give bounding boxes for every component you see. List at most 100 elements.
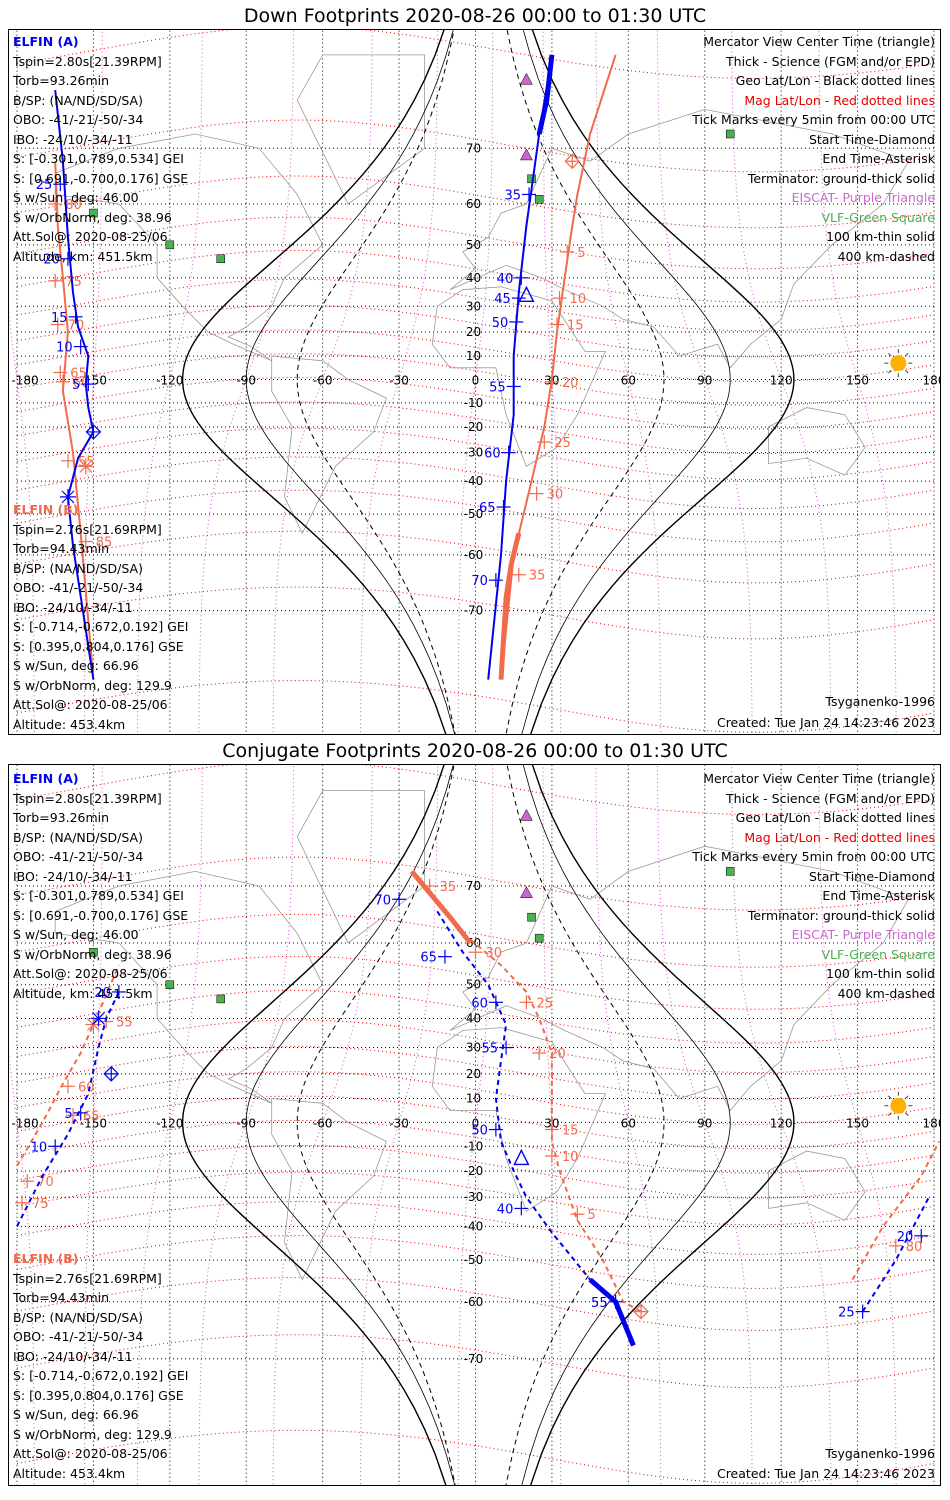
legend-item: End Time-Asterisk [822,151,935,166]
elfin-a-tick-label: 55 [591,1296,608,1311]
elfin-a-tick-label: 60 [471,996,488,1011]
vlf-square [527,912,536,922]
terminator-ground [181,30,795,734]
coastline [271,355,387,535]
sun-ray [905,1095,909,1099]
elfin-b-tick-label: 55 [116,1016,133,1031]
lon-tick-label: -30 [389,373,409,387]
legend-item: VLF-Green Square [821,209,935,225]
info-line: S: [-0.714,-0.672,0.192] GEI [13,1368,189,1383]
elfin-b-science-segment [498,532,522,680]
lat-tick-label: 30 [466,299,481,313]
down-footprint-map: -180-150-120-90-60-300306090120150180706… [9,30,940,734]
vlf-square [534,933,544,943]
lat-tick-label: 20 [466,1067,481,1081]
info-line: Altitude: 453.4km [13,716,126,732]
elfin-a-end-asterisk [59,488,76,505]
legend-item: Tick Marks every 5min from 00:00 UTC [692,849,935,864]
coastline [449,108,910,369]
elfin-a-tick-label: 70 [471,574,488,589]
legend-item: EISCAT- Purple Triangle [791,190,935,205]
terminator-100km [245,765,731,1485]
elfin-a-tick-label: 65 [420,951,437,966]
vlf-square [216,254,226,263]
lon-tick-label: -180 [11,373,38,387]
lat-tick-label: 10 [466,349,481,363]
lon-tick-label: -90 [236,1116,256,1130]
elfin-a-tick-label: 65 [479,501,496,516]
elfin-b-tick-label: 35 [529,569,546,584]
lon-tick-label: -30 [389,1116,409,1130]
sun-ray [888,1095,892,1099]
down-elfin-b-info: ELFIN (B) Tspin=2.76s[21.69RPM] Torb=94.… [13,500,188,734]
conjugate-footprint-map: -180 -150 -120 -90 -60 -30 0 30 60 90 120 150 180 70 6… [9,765,941,1485]
terminator-ground [181,765,795,1485]
sun-ray [888,369,892,374]
sun-ray [905,369,909,374]
sun-icon [890,1097,907,1114]
coastline [296,54,425,205]
conj-panel-title: Conjugate Footprints 2020-08-26 00:00 to… [222,740,728,762]
info-line: B/SP: (NA/ND/SD/SA) [13,560,143,576]
lat-tick-label: 70 [466,879,481,893]
elfin-a-tick-label: 25 [36,178,53,193]
elfin-a-tick-label: 50 [471,1124,488,1139]
legend-item: 100 km-thin solid [826,229,935,244]
lat-tick-label: -50 [464,507,484,521]
coastline [431,1027,607,1212]
conj-map-frame: -180 -150 -120 -90 -60 -30 0 30 60 90 120 150 180 70 6… [8,764,941,1486]
elfin-b-tick-label: 5 [587,1208,595,1223]
elfin-b-tick-label: 5 [577,246,585,261]
vlf-square [89,947,98,957]
elfin-b-tick-label: 25 [554,436,571,451]
down-map-frame: -180-150-120-90-60-300306090120150180706… [8,29,941,735]
lon-tick-label: 150 [846,1116,869,1130]
elfin-a-tick-label: 15 [51,311,68,326]
elfin-a-tick-label: 5 [64,1107,72,1122]
vlf-square [534,195,544,204]
elfin-b-tick-label: 80 [65,198,82,213]
vlf-square [725,129,735,139]
eiscat-triangle [520,72,533,85]
mag-lon-line [731,765,832,1485]
coastline [271,1098,387,1281]
down-elfin-a-info: ELFIN (A) Tspin=2.80s[21.39RPM] Torb=93.… [13,32,188,266]
coastline [54,133,324,362]
lon-tick-label: -90 [236,373,256,387]
legend-item: Thick - Science (FGM and/or EPD) [726,790,935,806]
lon-tick-label: 90 [697,1116,712,1130]
info-line: OBO: -41/-21/-50/-34 [13,1329,144,1344]
legend-item: End Time-Asterisk [822,888,935,903]
info-line: Att.Sol@: 2020-08-25/06 [13,1446,168,1461]
lon-tick-label: 180 [923,1116,941,1130]
coastline [54,870,324,1104]
lat-tick-label: 20 [466,325,481,339]
elfin-a-science-segment [536,54,555,135]
lat-tick-label: 50 [466,238,481,252]
elfin-b-track-right [411,870,642,1313]
info-line: Torb=94.43min [13,1290,110,1305]
sun-ray [888,1112,892,1116]
legend-item: Terminator: ground-thick solid [747,170,935,186]
elfin-b-tick-label: 85 [96,536,113,551]
lon-tick-label: 60 [621,1116,636,1130]
legend-item: 400 km-dashed [837,248,935,264]
elfin-b-tick-label: 25 [536,996,553,1011]
mag-lon-line [542,765,562,1485]
lon-tick-label: -120 [156,1116,183,1130]
lon-tick-label: -60 [313,373,333,387]
lat-tick-label: -20 [464,420,484,434]
elfin-b-tick-label: 80 [906,1240,923,1255]
legend-item: Thick - Science (FGM and/or EPD) [726,53,935,69]
elfin-b-tick-label: 65 [83,1109,100,1124]
sun-icon [890,355,907,372]
elfin-b-tick-label: 15 [567,319,584,334]
info-line: OBO: -41/-21/-50/-34 [13,112,144,127]
elfin-a-tick-label: 60 [484,447,501,462]
info-line: S w/Sun, deg: 66.96 [13,1407,139,1422]
mag-lon-line [272,765,373,1485]
vlf-square [165,980,175,989]
mag-lon-line [9,1049,35,1485]
elfin-a-tick-label: 50 [492,316,509,331]
info-line: Tspin=2.80s[21.39RPM] [13,790,162,806]
